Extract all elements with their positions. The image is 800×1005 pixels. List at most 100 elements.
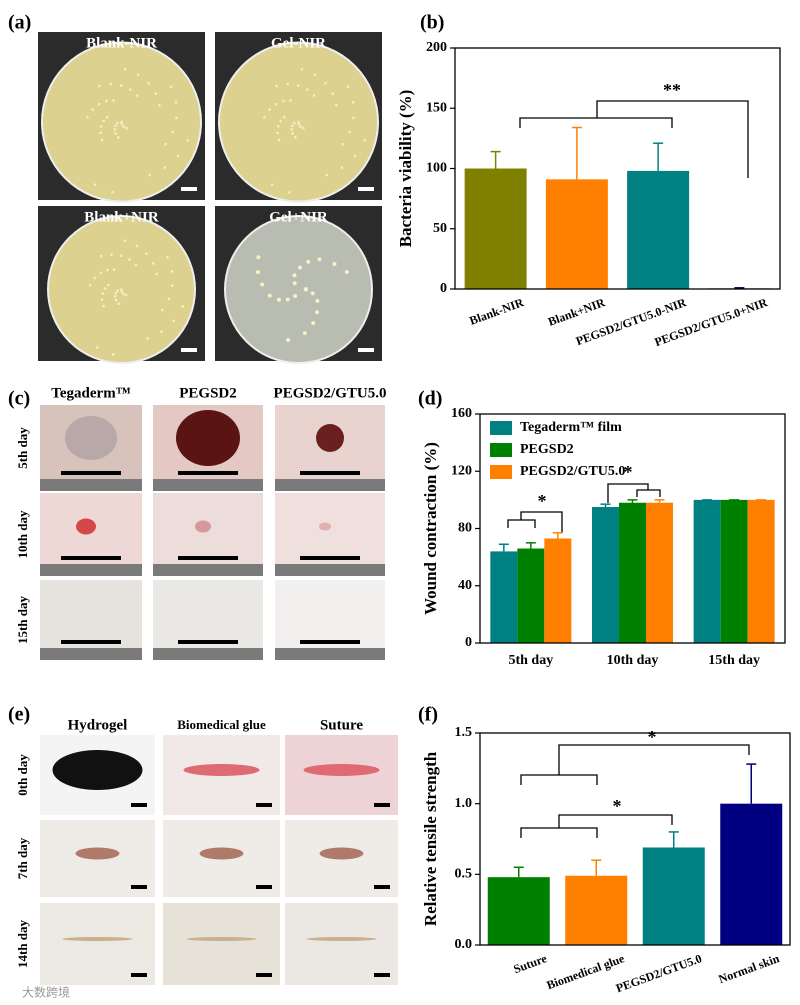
scale-bar xyxy=(300,556,360,560)
y-tick-label: 0 xyxy=(465,635,472,650)
colony xyxy=(95,346,99,349)
scale-bar xyxy=(131,973,147,977)
y-tick-label: 160 xyxy=(451,406,472,421)
column-header: PEGSD2 xyxy=(179,385,237,401)
plot-frame xyxy=(454,47,781,290)
colony xyxy=(123,67,127,71)
colony xyxy=(324,81,327,85)
scale-bar xyxy=(178,556,238,560)
colony xyxy=(145,252,148,255)
colony xyxy=(160,330,163,334)
colony xyxy=(114,298,118,302)
colony xyxy=(114,132,117,135)
scale-bar xyxy=(181,187,197,191)
y-tick-label: 80 xyxy=(458,521,472,536)
legend-label: Tegaderm™ film xyxy=(520,420,622,435)
colony xyxy=(114,291,118,295)
scale-bar xyxy=(61,640,121,644)
x-tick-label: 15th day xyxy=(708,653,760,668)
scale-bar xyxy=(256,885,272,889)
incision xyxy=(319,847,364,860)
colony xyxy=(291,132,294,135)
scale-bar xyxy=(131,885,147,889)
colony xyxy=(170,270,174,273)
colony xyxy=(114,124,117,128)
colony xyxy=(113,128,117,131)
row-label: 14th day xyxy=(15,919,30,968)
colony xyxy=(292,281,297,286)
colony xyxy=(122,125,125,128)
bar xyxy=(747,499,775,643)
colony xyxy=(313,73,317,77)
colony xyxy=(293,121,296,125)
photo xyxy=(275,493,385,576)
bar xyxy=(487,877,550,945)
colony xyxy=(312,94,316,97)
x-tick-label: Blank-NIR xyxy=(468,295,526,328)
significance-bracket xyxy=(520,827,598,838)
wound xyxy=(76,518,96,535)
plot-frame xyxy=(479,413,786,644)
colony xyxy=(303,286,308,291)
wound xyxy=(65,416,117,460)
legend-swatch xyxy=(490,465,512,479)
colony xyxy=(276,297,281,302)
colony xyxy=(93,276,97,280)
plate-title: Gel+NIR xyxy=(269,209,328,225)
colony xyxy=(100,138,104,142)
colony xyxy=(286,82,289,86)
panel-label: (b) xyxy=(420,12,444,34)
colony xyxy=(306,259,311,264)
colony xyxy=(135,244,139,248)
colony xyxy=(288,190,291,194)
colony xyxy=(166,255,169,259)
colony xyxy=(292,273,297,278)
scale-bar xyxy=(256,803,272,807)
bar xyxy=(642,847,705,945)
colony xyxy=(297,120,300,124)
panel-label: (a) xyxy=(8,12,31,34)
y-axis-label: Wound contraction (%) xyxy=(421,442,440,615)
photo xyxy=(153,493,263,576)
significance-bracket xyxy=(520,774,598,785)
y-tick-label: 0.5 xyxy=(455,867,473,882)
colony xyxy=(119,254,123,258)
colony xyxy=(147,81,150,85)
photo xyxy=(153,580,263,660)
significance-mark: * xyxy=(624,462,633,482)
incision xyxy=(306,937,377,941)
colony xyxy=(260,282,265,287)
colony xyxy=(282,99,285,103)
colony xyxy=(297,122,301,126)
column-header: Biomedical glue xyxy=(177,717,266,732)
row-label: 5th day xyxy=(15,427,30,469)
colony xyxy=(160,308,164,312)
colony xyxy=(88,283,92,287)
x-tick-label: PEGSD2/GTU5.0 xyxy=(614,951,704,995)
colony xyxy=(299,125,302,128)
colony xyxy=(164,142,167,146)
colony xyxy=(296,84,300,87)
column-header: Tegaderm™ xyxy=(51,385,130,401)
colony xyxy=(113,295,117,298)
significance-mark: * xyxy=(538,491,547,511)
incision xyxy=(183,764,260,776)
significance-bracket xyxy=(558,744,750,775)
panel-label: (f) xyxy=(418,704,438,726)
colony xyxy=(98,84,101,88)
bar xyxy=(619,502,646,643)
colony xyxy=(91,108,94,111)
colony xyxy=(86,116,89,119)
colony xyxy=(167,297,171,301)
colony xyxy=(317,257,322,262)
colony xyxy=(105,99,108,103)
ruler xyxy=(275,479,385,491)
colony xyxy=(105,115,109,119)
bar xyxy=(627,170,690,289)
colony xyxy=(344,270,349,275)
colony xyxy=(102,119,105,123)
colony xyxy=(353,154,357,158)
colony xyxy=(332,262,337,267)
column-header: Hydrogel xyxy=(68,717,128,733)
legend-swatch xyxy=(490,421,512,435)
